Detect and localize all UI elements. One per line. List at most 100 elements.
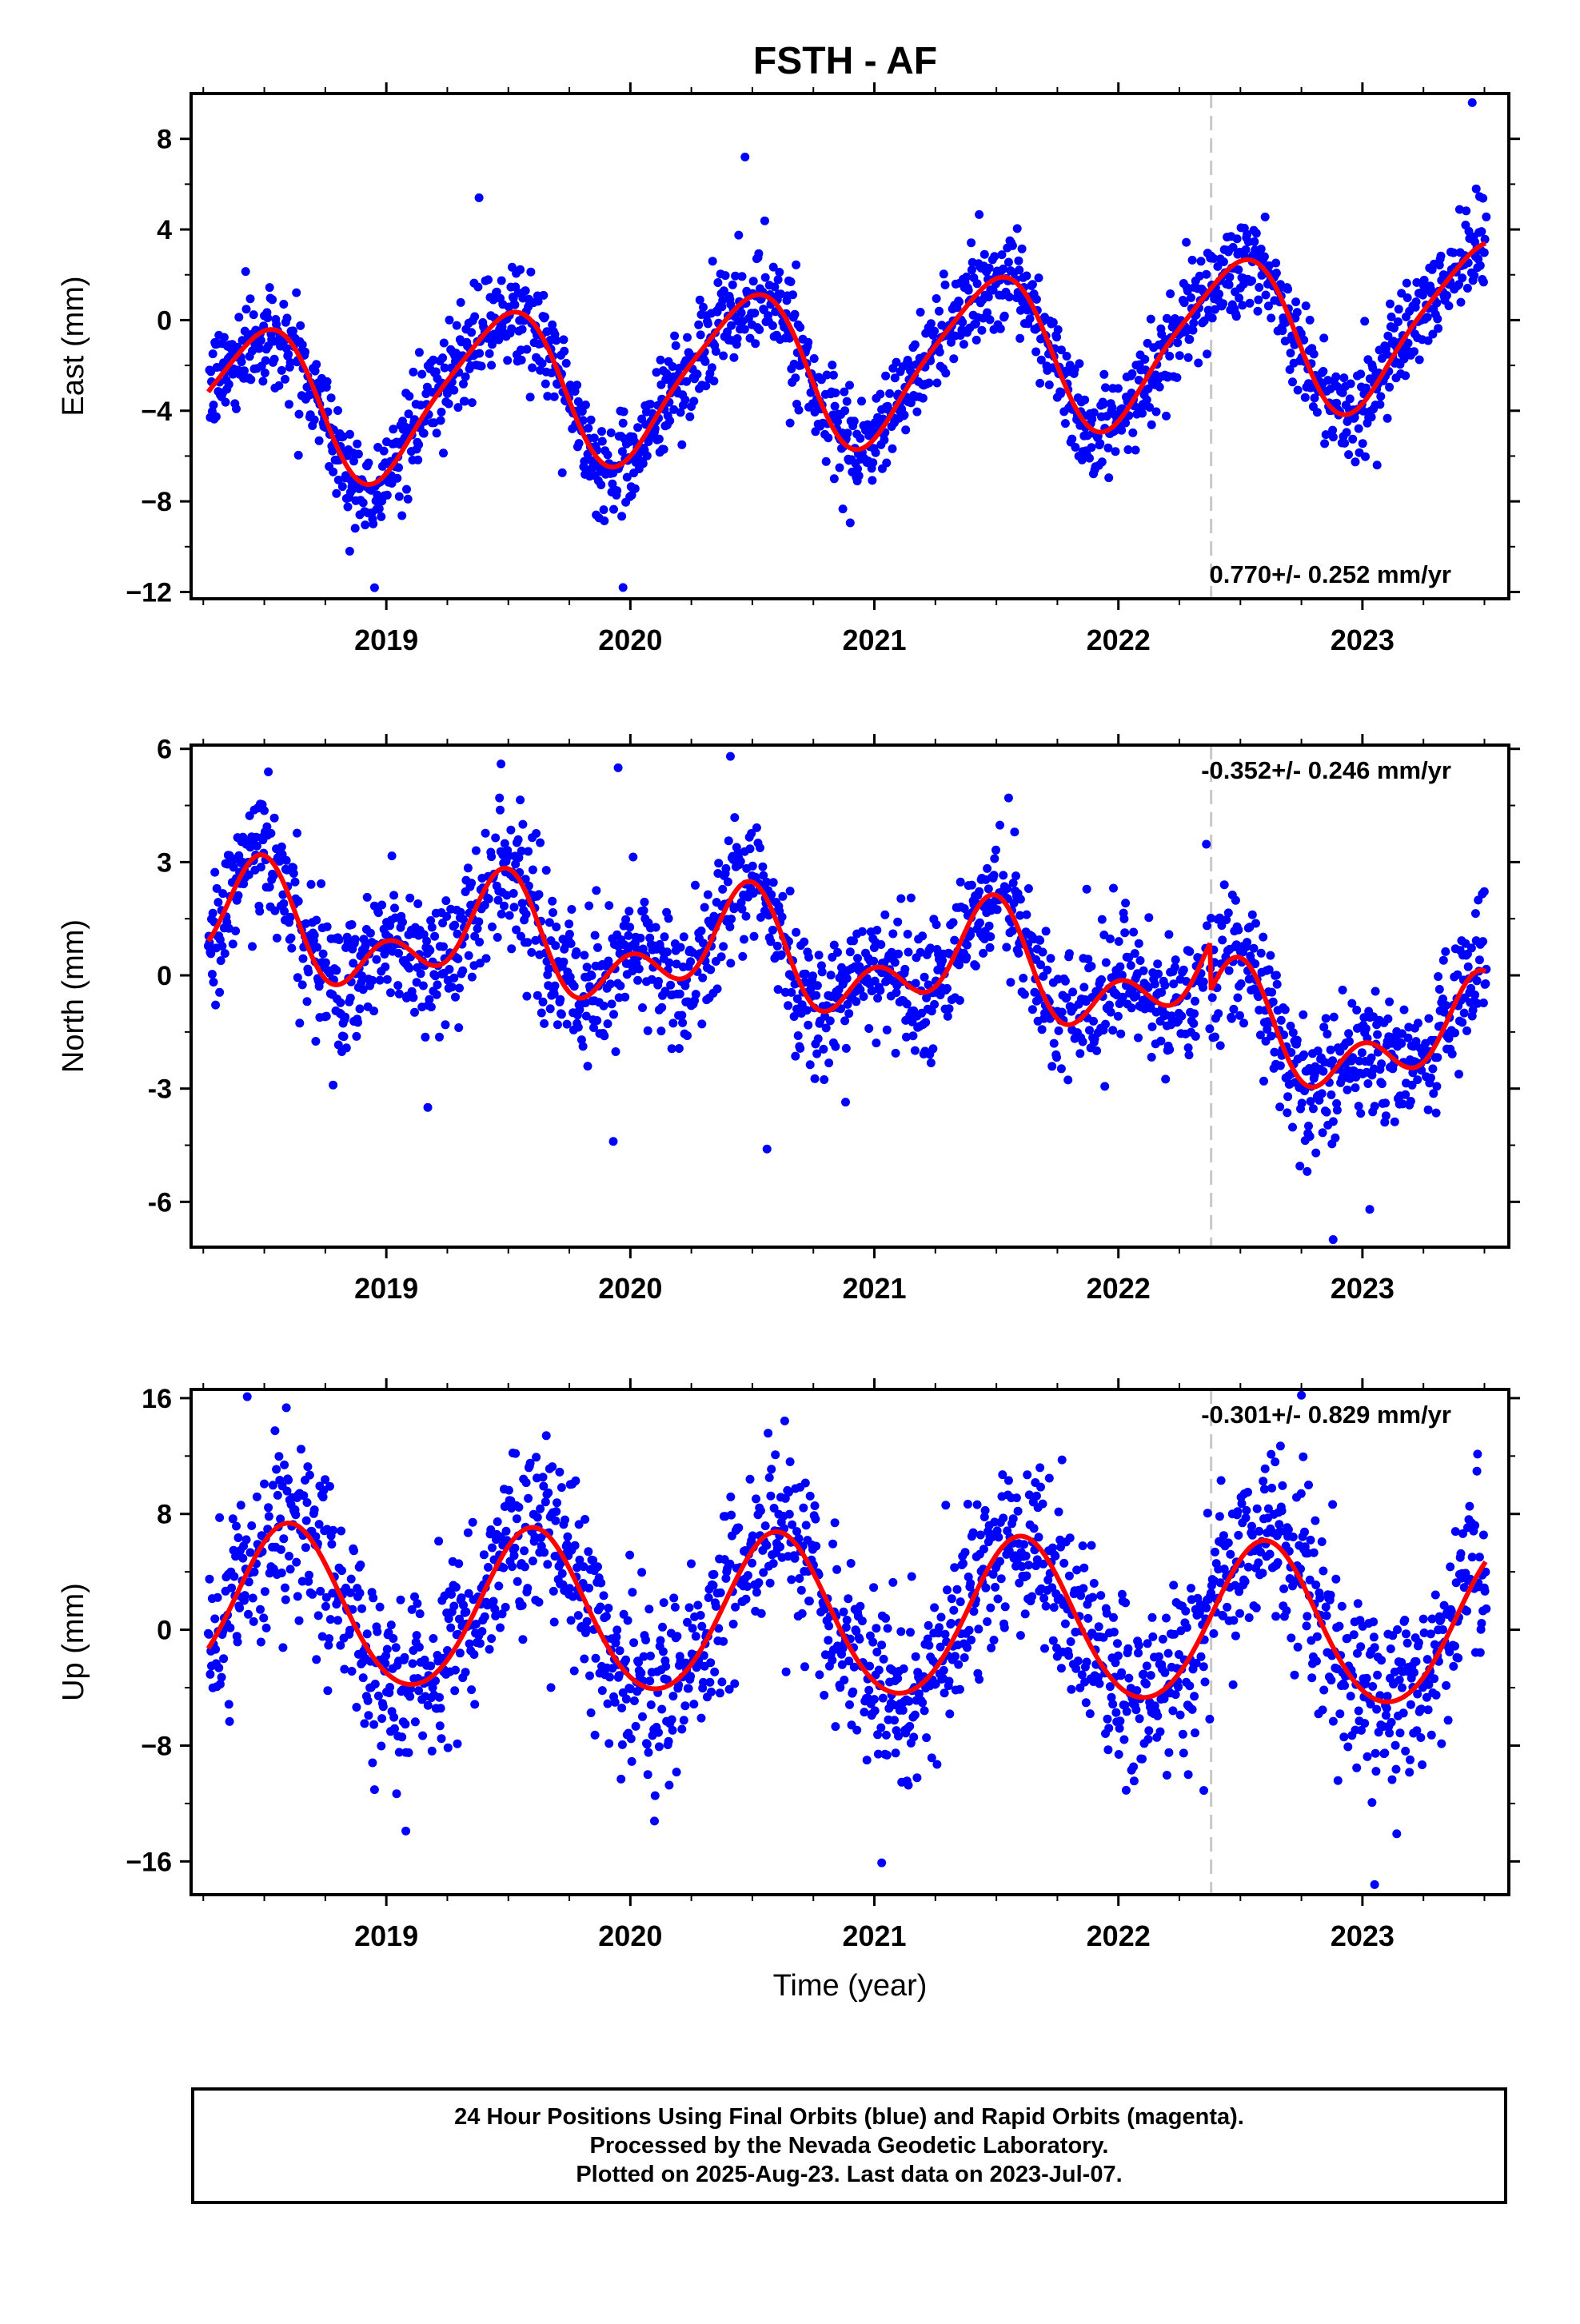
data-point [292, 1558, 301, 1567]
data-point [476, 1639, 485, 1648]
data-point [449, 386, 458, 395]
data-point [509, 889, 518, 898]
data-point [497, 277, 506, 285]
data-point [839, 504, 848, 513]
data-point [824, 433, 832, 442]
data-point [587, 1708, 596, 1717]
data-point [1322, 1014, 1331, 1022]
data-point [584, 1062, 592, 1070]
data-point [1114, 1012, 1123, 1021]
data-point [1127, 1003, 1136, 1012]
data-point [811, 1515, 820, 1524]
data-point [822, 457, 831, 466]
data-point [588, 971, 596, 980]
data-point [453, 1740, 462, 1748]
data-point [559, 958, 568, 967]
data-point [1080, 396, 1089, 405]
data-point [381, 963, 389, 971]
data-point [656, 1026, 665, 1035]
data-point [552, 1507, 561, 1516]
data-point [445, 400, 453, 409]
data-point [665, 417, 674, 425]
data-point-outlier [726, 752, 735, 761]
data-point [261, 369, 269, 377]
data-point [436, 1721, 445, 1730]
data-point [1458, 273, 1466, 282]
data-point [570, 1667, 579, 1676]
data-point [1088, 1593, 1097, 1602]
data-point [1433, 314, 1442, 323]
data-point [553, 1498, 561, 1507]
data-point [575, 439, 584, 448]
data-point [636, 934, 645, 943]
data-point [843, 1616, 852, 1624]
data-point [1229, 1005, 1238, 1014]
data-point [235, 1604, 244, 1612]
x-tick-label: 2020 [598, 624, 662, 656]
data-point [265, 1512, 273, 1521]
data-point [546, 1004, 555, 1013]
data-point [638, 1712, 647, 1721]
data-point [472, 847, 481, 855]
data-point [526, 268, 535, 277]
data-point [833, 948, 842, 957]
data-point [543, 1560, 552, 1569]
data-point [786, 419, 795, 428]
data-point [409, 993, 417, 1002]
data-point [395, 492, 404, 501]
data-point [1303, 1167, 1311, 1176]
data-point [820, 1691, 828, 1700]
data-point [256, 1605, 265, 1614]
data-point [348, 1667, 357, 1676]
data-point [542, 1431, 551, 1440]
data-point [1457, 298, 1466, 307]
data-point [806, 1492, 815, 1501]
data-point [899, 1706, 908, 1715]
data-point [1086, 1709, 1095, 1718]
data-point [369, 1720, 378, 1729]
data-point [1040, 1644, 1049, 1653]
data-point [624, 931, 632, 940]
data-point [277, 843, 286, 851]
data-point [973, 279, 982, 288]
data-point [1136, 956, 1145, 965]
data-point [932, 379, 941, 388]
data-point [1203, 349, 1211, 358]
data-point [932, 920, 941, 929]
data-point [918, 931, 927, 940]
data-point [581, 401, 590, 409]
data-point [1448, 1050, 1457, 1058]
data-point [598, 437, 607, 446]
data-point [481, 829, 490, 838]
data-point [656, 356, 665, 365]
data-point [787, 1575, 796, 1584]
data-point [279, 1534, 288, 1543]
data-point [461, 373, 470, 381]
data-point [1139, 967, 1148, 975]
data-point [863, 1756, 872, 1764]
data-point [397, 1596, 405, 1604]
data-point [1283, 285, 1292, 293]
data-point [249, 1617, 258, 1626]
data-point [415, 1643, 424, 1652]
data-point [815, 951, 824, 959]
data-point [246, 294, 255, 303]
data-point [1267, 988, 1276, 997]
data-point [1288, 1123, 1297, 1132]
data-point [891, 958, 900, 967]
data-point [1243, 938, 1251, 947]
data-point [529, 866, 537, 875]
data-point [943, 984, 952, 993]
x-tick-label: 2023 [1331, 624, 1394, 656]
data-point [981, 1584, 990, 1593]
data-point [810, 354, 819, 363]
data-point [949, 918, 958, 927]
data-point [485, 895, 493, 903]
data-point [764, 1429, 772, 1437]
data-point [967, 1636, 976, 1644]
data-point [596, 1603, 604, 1612]
data-point [984, 884, 993, 893]
data-point [664, 959, 673, 967]
data-point [377, 1742, 385, 1751]
data-point [592, 1654, 600, 1663]
